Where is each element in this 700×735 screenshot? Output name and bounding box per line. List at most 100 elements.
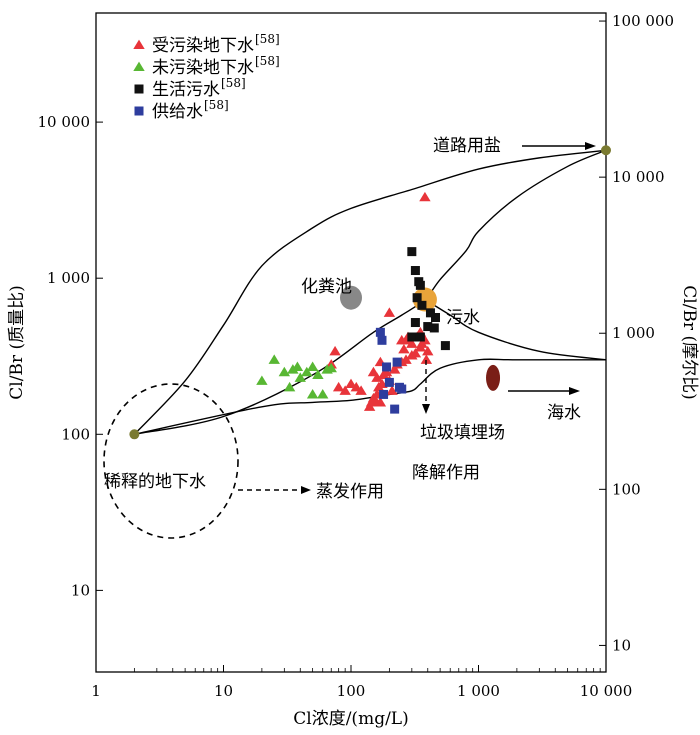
data-point-triangle — [398, 343, 410, 354]
end-member-marker — [601, 145, 611, 156]
legend-ref: [58] — [204, 98, 229, 112]
legend-ref: [58] — [221, 76, 246, 90]
data-point-triangle — [400, 354, 412, 364]
label-road-salt: 道路用盐 — [433, 136, 501, 156]
y-right-tick-label: 1 000 — [612, 324, 655, 342]
label-evaporation: 蒸发作用 — [316, 482, 384, 502]
data-point-triangle — [409, 347, 422, 358]
data-point-triangle — [306, 361, 319, 372]
data-point-triangle — [419, 334, 431, 345]
data-point-triangle — [301, 366, 313, 377]
data-point-triangle — [400, 334, 412, 345]
legend-label: 未污染地下水 — [152, 58, 254, 78]
y-left-tick-label: 10 — [71, 581, 90, 599]
data-point-triangle — [317, 389, 329, 399]
end-member-marker — [486, 364, 501, 391]
y-right-tick-label: 100 — [612, 480, 641, 498]
data-point-triangle — [371, 372, 383, 382]
x-tick-label: 1 000 — [457, 682, 500, 700]
data-point-square — [407, 332, 417, 342]
y-axis-title-left: Cl/Br (质量比) — [7, 285, 27, 399]
mixing-line-2 — [134, 358, 606, 435]
data-point-square — [134, 106, 144, 116]
data-point-square — [431, 313, 441, 323]
mixing-line-4 — [424, 298, 607, 361]
axes: 1 10 100 1 000 10 000 10 100 1 000 10 000 10 100 1 … — [38, 12, 675, 700]
legend-ref: [58] — [255, 32, 280, 46]
y-left-tick-label: 100 — [61, 425, 90, 443]
data-point-triangle — [374, 397, 387, 407]
data-point-square — [397, 384, 407, 394]
data-point-square — [134, 84, 144, 94]
end-member-marker — [129, 429, 140, 440]
evaporation-arrowhead — [301, 486, 311, 494]
data-point-square — [440, 341, 450, 351]
y-left-tick-label: 10 000 — [38, 113, 91, 131]
legend: 受污染地下水 [58]未污染地下水 [58]生活污水 [58]供给水 [58] — [133, 32, 280, 122]
data-point-triangle — [283, 381, 296, 392]
data-point-triangle — [332, 381, 345, 392]
data-point-triangle — [133, 39, 145, 50]
y-right-tick-label: 10 — [612, 636, 631, 654]
data-point-square — [429, 323, 439, 333]
data-point-square — [377, 335, 387, 345]
data-point-triangle — [294, 372, 306, 382]
data-point-square — [415, 280, 425, 290]
dilution-circle — [103, 383, 239, 539]
label-degradation: 降解作用 — [412, 463, 480, 483]
data-point-square — [417, 300, 427, 310]
data-point-triangle — [278, 366, 291, 377]
label-septic: 化粪池 — [301, 277, 352, 297]
data-point-triangle — [386, 385, 398, 395]
data-point-square — [415, 332, 425, 342]
data-point-triangle — [256, 375, 268, 385]
data-point-triangle — [325, 362, 337, 373]
end-members — [129, 145, 611, 440]
data-point-triangle — [422, 345, 434, 356]
data-point-triangle — [133, 61, 145, 72]
data-point-square — [425, 308, 435, 318]
data-point-square — [407, 247, 417, 257]
degradation-arrowhead — [422, 404, 430, 414]
x-axis-title: Cl浓度/(mg/L) — [293, 709, 408, 729]
legend-label: 供给水 — [152, 102, 203, 122]
data-point-square — [379, 389, 389, 399]
x-tick-label: 10 — [214, 682, 233, 700]
data-point-triangle — [345, 378, 357, 389]
data-point-square — [412, 293, 422, 303]
data-point-triangle — [306, 389, 319, 399]
mixing-line-1 — [133, 149, 607, 435]
data-point-triangle — [380, 366, 393, 377]
legend-label: 受污染地下水 — [152, 36, 254, 56]
y-left-tick-label: 1 000 — [47, 269, 90, 287]
x-tick-label: 100 — [337, 682, 366, 700]
x-tick-label: 1 — [91, 682, 101, 700]
x-tick-label: 10 000 — [580, 682, 633, 700]
data-point-square — [392, 357, 402, 367]
data-point-triangle — [312, 369, 324, 379]
data-point-square — [410, 318, 420, 328]
end-member-marker — [340, 285, 362, 310]
data-points — [256, 191, 450, 414]
data-point-triangle — [355, 385, 367, 395]
seawater-arrowhead — [569, 387, 580, 395]
data-point-square — [382, 362, 392, 372]
data-point-square — [410, 266, 420, 276]
data-point-square — [384, 377, 394, 387]
label-sewage: 污水 — [446, 308, 480, 328]
data-point-triangle — [383, 307, 396, 317]
y-right-tick-label: 100 000 — [612, 12, 674, 30]
data-point-triangle — [406, 338, 418, 348]
data-point-square — [390, 404, 400, 414]
data-point-triangle — [339, 385, 351, 395]
legend-ref: [58] — [255, 54, 280, 68]
data-point-triangle — [376, 378, 388, 389]
data-point-triangle — [287, 364, 299, 374]
y-right-tick-label: 10 000 — [612, 168, 665, 186]
data-point-square — [423, 322, 433, 332]
data-point-triangle — [419, 191, 431, 202]
data-point-square — [375, 327, 385, 337]
legend-label: 生活污水 — [152, 80, 220, 100]
data-point-triangle — [420, 354, 433, 364]
